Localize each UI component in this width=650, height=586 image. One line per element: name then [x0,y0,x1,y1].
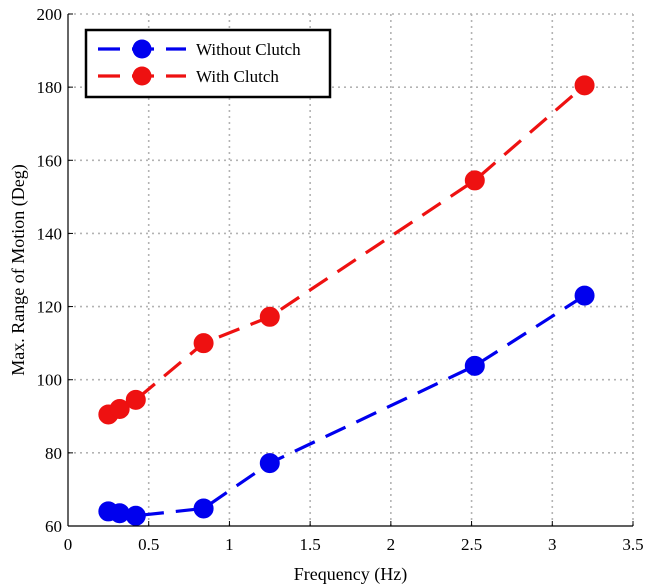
data-point [109,398,130,419]
grid-lines [68,13,634,526]
y-tick-label: 180 [37,78,63,97]
y-tick-label: 100 [37,371,63,390]
data-point [259,453,280,474]
axes [67,13,634,527]
y-tick-label: 60 [45,517,62,536]
data-point [464,355,485,376]
plot-area [68,14,633,526]
y-tick-label: 200 [37,5,63,24]
legend-box [84,28,332,99]
data-point [125,505,146,526]
legend-label: Without Clutch [196,40,301,59]
legend-entry: Without Clutch [98,39,301,59]
x-tick-label: 1 [225,535,234,554]
x-tick-label: 0.5 [138,535,159,554]
x-tick-label: 1.5 [300,535,321,554]
data-point [193,333,214,354]
x-tick-label: 2 [387,535,396,554]
data-point [574,285,595,306]
x-tick-label: 3.5 [622,535,643,554]
data-point [574,75,595,96]
x-axis-label: Frequency (Hz) [294,564,407,585]
y-tick-label: 160 [37,151,63,170]
legend: Without Clutch With Clutch [84,28,332,99]
y-tick-label: 140 [37,224,63,243]
y-tick-label: 80 [45,444,62,463]
data-point [125,389,146,410]
x-tick-label: 2.5 [461,535,482,554]
legend-entry: With Clutch [98,66,279,86]
series-0 [98,285,595,526]
data-point [464,170,485,191]
data-point [259,306,280,327]
y-axis-label: Max. Range of Motion (Deg) [8,164,29,375]
y-tick-label: 120 [37,298,63,317]
legend-marker [132,39,152,59]
x-tick-label: 3 [548,535,557,554]
tick-labels: 0 0.5 1 1.5 2 2.5 3 3.5 60 80 100 120 140 160 180 200 [37,5,644,554]
legend-marker [132,66,152,86]
data-point [193,498,214,519]
legend-label: With Clutch [196,67,279,86]
series-layer [98,75,595,526]
x-tick-label: 0 [64,535,73,554]
series-1 [98,75,595,425]
